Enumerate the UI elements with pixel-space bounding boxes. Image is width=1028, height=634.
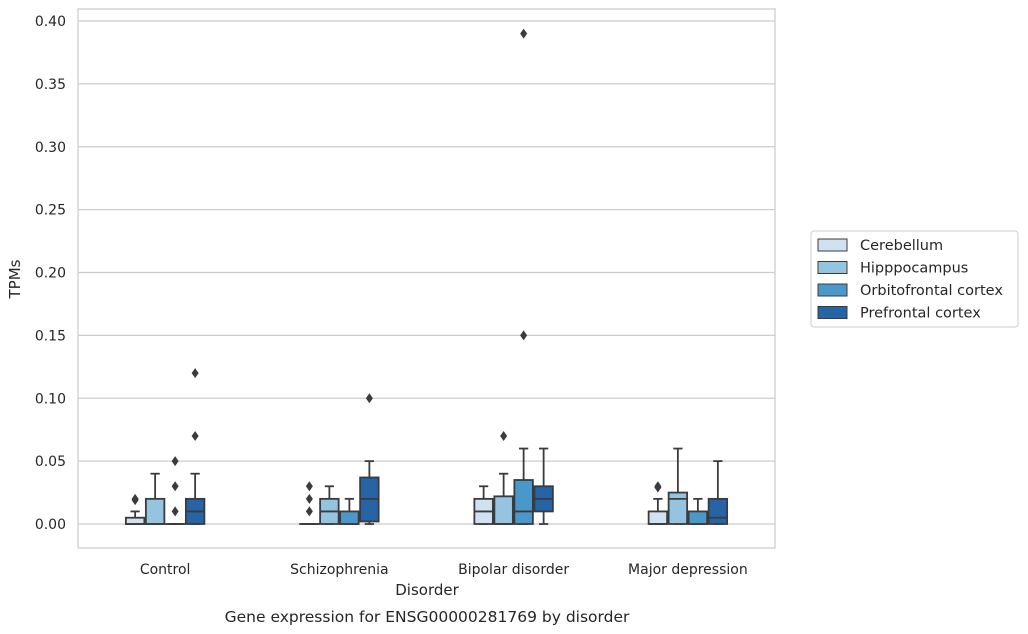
legend-label: Cerebellum [860,238,943,254]
x-axis-title: Disorder [395,581,459,599]
y-tick-label: 0.35 [35,77,66,93]
gridlines [78,20,775,525]
chart-caption: Gene expression for ENSG00000281769 by d… [225,608,630,626]
outlier-point [500,430,508,441]
box-4-4 [707,460,729,525]
outlier-point [520,330,528,341]
legend-swatch [817,238,848,252]
outlier-point [171,481,179,492]
y-tick-label: 0.10 [35,391,66,407]
box-2-2 [319,485,340,525]
x-tick-label: Control [140,562,191,578]
box-body [144,497,166,525]
legend-label: Orbitofrontal cortex [860,283,1003,299]
legend: Cerebellum Hipppocampus Orbitofrontal cort… [810,230,1019,328]
plot-frame [77,8,776,549]
box-body [707,497,729,525]
outlier-point [191,430,199,441]
legend-swatch [817,261,848,274]
box-1-4 [647,481,669,525]
legend-label: Hipppocampus [860,261,968,277]
box-body [667,491,689,525]
box-3-3 [513,28,534,525]
legend-swatch [817,283,848,297]
outlier-point [131,495,139,506]
box-4-1 [184,368,206,525]
box-3-1 [164,456,186,525]
y-axis-title: TPMs [6,259,24,299]
box-body [124,516,146,525]
outlier-point [305,506,313,517]
box-4-2 [359,393,380,525]
x-tick-labels: Control Schizophrenia Bipolar disorder Majo… [140,562,748,578]
box-body [339,510,360,525]
box-3-2 [339,497,360,525]
box-body [513,479,534,525]
x-tick-label: Major depression [628,562,748,578]
y-tick-label: 0.30 [35,140,66,156]
legend-label: Prefrontal cortex [860,306,981,322]
outlier-point [305,481,313,492]
box-body [687,510,709,525]
outlier-point [365,393,373,404]
box-2-1 [144,472,166,525]
box-4-3 [533,447,554,525]
y-tick-label: 0.05 [35,454,66,470]
outlier-point [171,456,179,467]
outlier-point [520,28,528,39]
box-1-2 [299,481,320,525]
y-tick-label: 0.00 [35,517,66,533]
box-3-4 [687,497,709,525]
box-1-1 [124,493,146,525]
y-tick-labels: 0.00 0.05 0.10 0.15 0.20 0.25 0.30 0.35 0.40 [35,14,66,533]
legend-swatch [817,306,848,319]
y-tick-label: 0.15 [35,328,66,344]
outlier-point [171,506,179,517]
legend-frame [810,230,1019,328]
box-body [493,495,514,525]
x-tick-label: Schizophrenia [290,562,388,578]
outlier-point [191,368,199,379]
y-tick-label: 0.20 [35,266,66,282]
box-groups [124,28,729,525]
y-tick-label: 0.25 [35,203,66,219]
outlier-point [305,493,313,504]
box-2-4 [667,447,689,525]
box-body [647,510,669,525]
box-2-3 [493,430,514,525]
x-tick-label: Bipolar disorder [458,562,569,578]
outlier-point [654,482,662,493]
box-1-3 [473,485,494,525]
y-tick-label: 0.40 [35,14,66,30]
